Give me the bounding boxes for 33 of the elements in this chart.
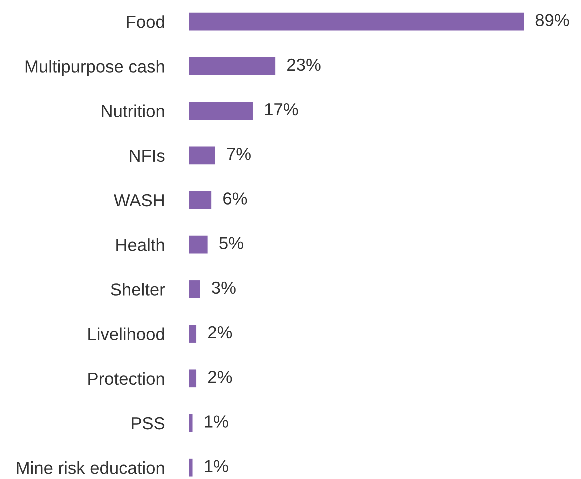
y-tick-label: Shelter bbox=[111, 283, 166, 296]
data-label: 2% bbox=[208, 371, 232, 384]
y-tick-label: Nutrition bbox=[102, 104, 164, 118]
data-label: 1% bbox=[205, 460, 228, 472]
bar bbox=[189, 236, 208, 254]
y-tick-label: Food bbox=[127, 16, 164, 28]
data-label: 17% bbox=[265, 103, 298, 116]
bar bbox=[189, 102, 253, 120]
data-label: 6% bbox=[224, 192, 248, 205]
y-tick-label: Multipurpose cash bbox=[26, 60, 164, 76]
y-tick-label: Protection bbox=[88, 372, 164, 386]
data-label: 3% bbox=[212, 282, 236, 294]
data-label: 2% bbox=[208, 326, 232, 339]
y-tick-label: Mine risk education bbox=[17, 462, 164, 474]
bar bbox=[189, 414, 193, 432]
bar bbox=[189, 280, 200, 298]
bar bbox=[189, 58, 276, 76]
y-tick-label: PSS bbox=[132, 417, 165, 430]
y-tick-label: NFIs bbox=[130, 150, 165, 162]
bar bbox=[189, 458, 193, 477]
data-label: 89% bbox=[536, 14, 570, 27]
data-label: 23% bbox=[288, 58, 321, 72]
bar bbox=[189, 12, 524, 31]
bar bbox=[189, 191, 212, 210]
y-tick-label: WASH bbox=[114, 194, 164, 207]
y-tick-label: Livelihood bbox=[88, 328, 164, 341]
bar bbox=[189, 146, 216, 165]
y-tick-label: Health bbox=[116, 238, 164, 252]
data-label: 1% bbox=[205, 416, 228, 428]
bar bbox=[189, 370, 197, 388]
data-label: 7% bbox=[227, 148, 251, 160]
data-label: 5% bbox=[220, 237, 244, 250]
bar bbox=[189, 325, 197, 343]
